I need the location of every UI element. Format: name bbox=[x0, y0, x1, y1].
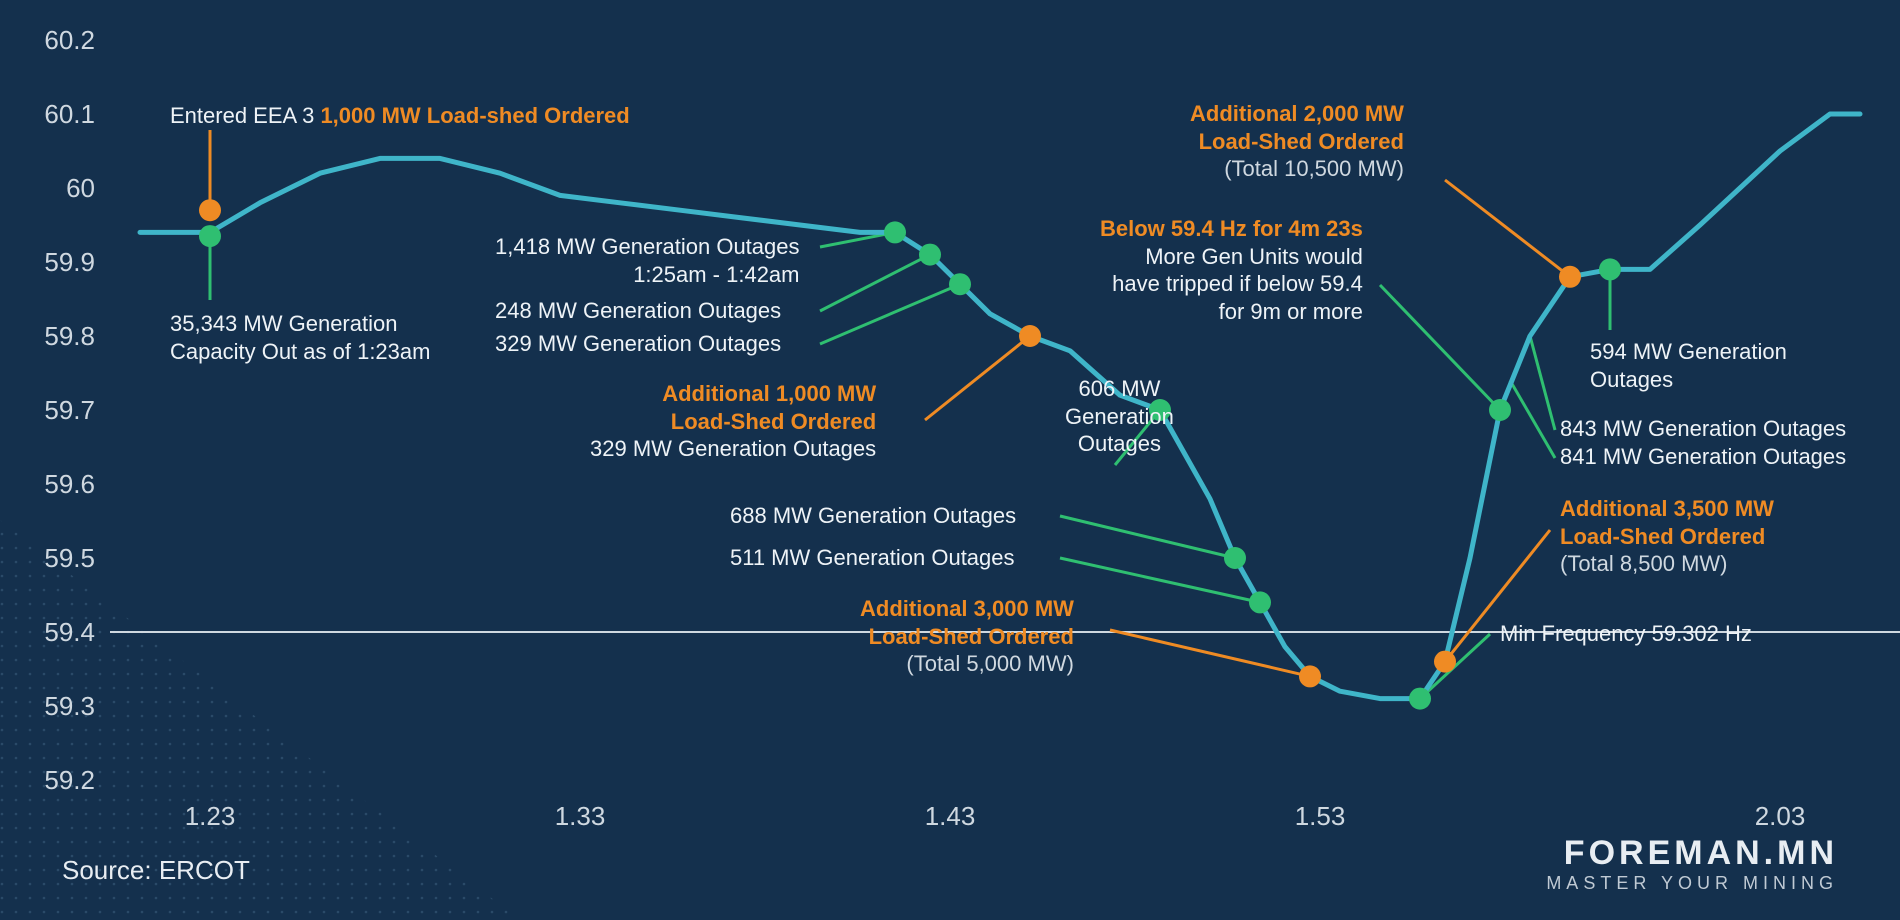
ann-below: Below 59.4 Hz for 4m 23s More Gen Units … bbox=[1100, 215, 1363, 325]
ann-606: 606 MW Generation Outages bbox=[1065, 375, 1174, 458]
ann-add1000: Additional 1,000 MW Load-Shed Ordered 32… bbox=[590, 380, 876, 463]
source-label: Source: ERCOT bbox=[62, 855, 250, 886]
svg-text:1.33: 1.33 bbox=[555, 801, 606, 831]
svg-text:1.43: 1.43 bbox=[925, 801, 976, 831]
ann-add3500: Additional 3,500 MW Load-Shed Ordered (T… bbox=[1560, 495, 1774, 578]
ann-add3000: Additional 3,000 MW Load-Shed Ordered (T… bbox=[860, 595, 1074, 678]
svg-text:59.2: 59.2 bbox=[44, 765, 95, 795]
ann-688: 688 MW Generation Outages bbox=[730, 502, 1016, 530]
ann-1418: 1,418 MW Generation Outages1:25am - 1:42… bbox=[495, 233, 800, 288]
ann-594: 594 MW Generation Outages bbox=[1590, 338, 1787, 393]
svg-text:59.6: 59.6 bbox=[44, 469, 95, 499]
svg-text:60.2: 60.2 bbox=[44, 25, 95, 55]
svg-text:60.1: 60.1 bbox=[44, 99, 95, 129]
svg-text:1.23: 1.23 bbox=[185, 801, 236, 831]
svg-text:59.5: 59.5 bbox=[44, 543, 95, 573]
ann-add2000: Additional 2,000 MW Load-Shed Ordered (T… bbox=[1190, 100, 1404, 183]
svg-text:59.8: 59.8 bbox=[44, 321, 95, 351]
ann-eea3: Entered EEA 3 1,000 MW Load-shed Ordered bbox=[170, 102, 630, 130]
brand-block: FOREMAN.MN MASTER YOUR MINING bbox=[1546, 834, 1838, 894]
svg-text:1.53: 1.53 bbox=[1295, 801, 1346, 831]
brand-tagline: MASTER YOUR MINING bbox=[1546, 873, 1838, 894]
svg-text:59.9: 59.9 bbox=[44, 247, 95, 277]
brand-name: FOREMAN.MN bbox=[1546, 834, 1838, 873]
ann-248: 248 MW Generation Outages bbox=[495, 297, 781, 325]
ann-cap-out: 35,343 MW GenerationCapacity Out as of 1… bbox=[170, 310, 430, 365]
svg-text:59.3: 59.3 bbox=[44, 691, 95, 721]
svg-text:59.4: 59.4 bbox=[44, 617, 95, 647]
ann-329: 329 MW Generation Outages bbox=[495, 330, 781, 358]
svg-text:2.03: 2.03 bbox=[1755, 801, 1806, 831]
ann-minfreq: Min Frequency 59.302 Hz bbox=[1500, 620, 1752, 648]
svg-text:59.7: 59.7 bbox=[44, 395, 95, 425]
ann-843: 843 MW Generation Outages 841 MW Generat… bbox=[1560, 415, 1846, 470]
svg-text:60: 60 bbox=[66, 173, 95, 203]
ann-511: 511 MW Generation Outages bbox=[730, 544, 1015, 572]
